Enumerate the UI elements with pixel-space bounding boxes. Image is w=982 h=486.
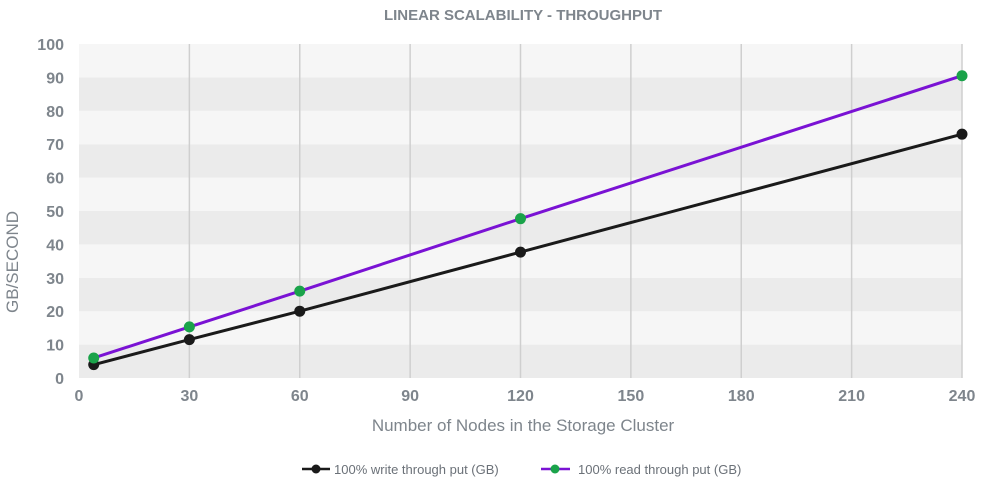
data-point-0 [294,305,306,317]
vertical-gridlines [188,44,963,378]
data-point-1 [515,213,526,225]
y-tick-label: 20 [46,304,64,321]
series-group [88,70,968,371]
y-tick-label: 70 [46,137,64,154]
x-axis-ticks: 0 30 60 90 120 150 180 210 240 [75,388,976,405]
legend-write-label: 100% write through put (GB) [334,462,499,477]
y-axis-label: GB/SECOND [3,211,22,313]
legend-item-read: 100% read through put (GB) [541,462,741,477]
data-point-1 [183,321,195,333]
y-tick-label: 60 [46,171,64,188]
legend-read-label: 100% read through put (GB) [578,462,741,477]
legend-read-marker [550,464,560,474]
y-tick-label: 100 [37,37,64,54]
data-point-0 [956,128,968,140]
data-point-0 [515,246,526,258]
legend-item-write: 100% write through put (GB) [302,462,499,477]
y-tick-label: 0 [55,371,64,388]
y-tick-label: 80 [46,104,64,121]
x-tick-label: 30 [180,388,198,405]
x-axis-label: Number of Nodes in the Storage Cluster [372,416,675,435]
x-tick-label: 0 [75,388,84,405]
y-axis-ticks: 0 10 20 30 40 50 60 70 80 90 100 [37,37,64,388]
y-tick-label: 10 [46,338,64,355]
y-tick-label: 40 [46,237,64,254]
data-point-1 [956,70,968,82]
legend: 100% write through put (GB) 100% read th… [302,462,741,477]
x-tick-label: 60 [291,388,309,405]
data-point-1 [294,285,306,297]
y-tick-label: 30 [46,271,64,288]
y-tick-label: 90 [46,70,64,87]
chart-title: LINEAR SCALABILITY - THROUGHPUT [384,7,662,24]
legend-write-marker [311,464,321,474]
data-point-1 [88,352,100,364]
x-tick-label: 240 [949,388,976,405]
x-tick-label: 150 [618,388,645,405]
data-point-0 [183,334,195,346]
x-tick-label: 90 [401,388,419,405]
x-tick-label: 210 [838,388,865,405]
y-tick-label: 50 [46,204,64,221]
x-tick-label: 120 [507,388,534,405]
x-tick-label: 180 [728,388,755,405]
